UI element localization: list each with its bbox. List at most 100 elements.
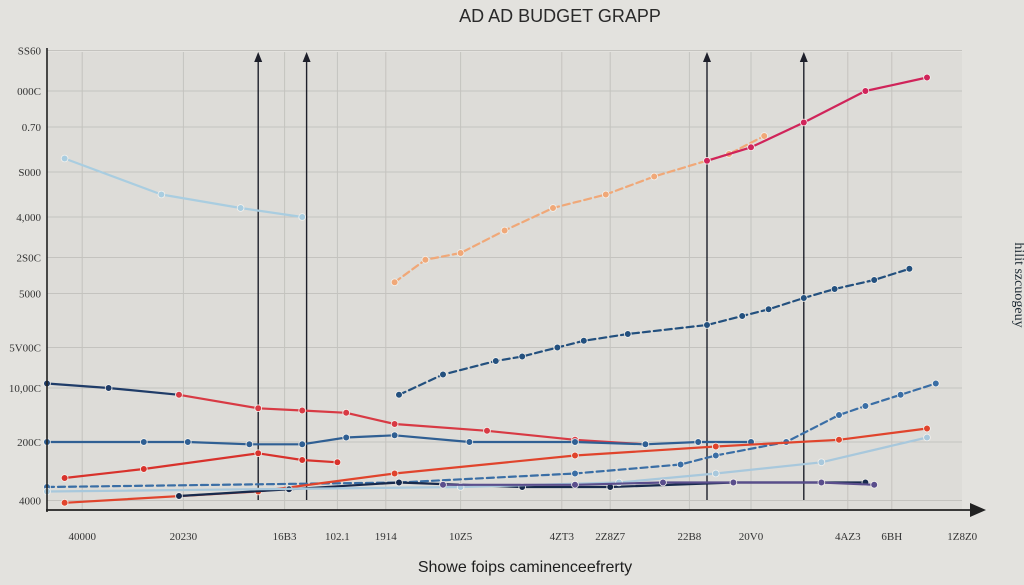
x-tick-label-4: 1914 — [375, 531, 398, 543]
point-purple-bottom-1 — [571, 480, 579, 489]
x-tick-label-5: 10Z5 — [449, 531, 473, 543]
point-light-blue-upper-2 — [236, 204, 245, 212]
point-orange-upper-0 — [390, 278, 399, 287]
series-line-light-blue-upper — [63, 157, 304, 219]
point-blue-rising-lower-4 — [711, 451, 720, 460]
point-navy-upper-2 — [491, 357, 500, 365]
point-light-blue-upper-0 — [60, 154, 69, 163]
y-tick-label-0: 4000 — [19, 496, 42, 508]
y-tick-label-2: 10,00C — [9, 383, 41, 395]
point-red-middle-3 — [342, 408, 351, 417]
y-tick-label-6: 4,000 — [16, 212, 41, 224]
point-red-lower-2 — [254, 449, 263, 458]
series-blue-flat — [43, 431, 755, 449]
point-navy-upper-8 — [738, 312, 746, 320]
series-line-purple-bottom — [441, 481, 876, 486]
reference-arrow-icon-2 — [703, 52, 711, 62]
point-red-middle-2 — [298, 406, 307, 415]
point-navy-upper-12 — [870, 276, 878, 284]
point-red-rising-3 — [571, 451, 579, 460]
chart-title: AD AD BUDGET GRAPP — [459, 6, 661, 26]
reference-arrow-icon-0 — [254, 52, 263, 62]
point-blue-flat-6 — [390, 431, 399, 440]
point-blue-flat-2 — [184, 438, 192, 446]
y-tick-label-9: 000C — [17, 86, 41, 98]
point-navy-upper-7 — [703, 321, 711, 329]
x-tick-label-0: 40000 — [68, 531, 96, 543]
series-red-middle — [175, 390, 650, 449]
point-navy-upper-13 — [905, 264, 914, 273]
point-blue-flat-7 — [465, 438, 474, 446]
point-navy-bottom-0 — [175, 492, 183, 500]
series-line-light-blue-lower — [45, 436, 929, 493]
point-blue-flat-5 — [342, 433, 351, 442]
point-purple-bottom-3 — [729, 478, 738, 487]
point-orange-upper-5 — [601, 190, 610, 199]
y-tick-label-1: 200C — [17, 437, 41, 449]
point-orange-upper-3 — [500, 226, 509, 235]
point-crimson-upper-3 — [861, 87, 870, 95]
series-line-navy-upper — [397, 267, 911, 396]
x-tick-label-3: 102.1 — [325, 531, 350, 543]
point-navy-upper-11 — [830, 285, 839, 293]
x-tick-label-10: 4AZ3 — [835, 531, 861, 543]
series-layer — [43, 73, 940, 507]
y-tick-label-5: 2S0C — [17, 253, 41, 265]
point-navy-upper-0 — [395, 390, 403, 399]
point-blue-rising-lower-6 — [835, 411, 843, 419]
y-tick-labels: 4000 200C 10,00C 5V00C 5000 2S0C 4,000 S000 0.70… — [9, 46, 42, 508]
point-navy-declining-1 — [104, 384, 113, 392]
x-tick-label-8: 22B8 — [677, 531, 701, 543]
y-tick-label-8: 0.70 — [22, 122, 42, 134]
point-red-rising-4 — [711, 442, 720, 451]
x-axis-label: Showe foips caminenceefrerty — [418, 559, 632, 576]
point-red-rising-5 — [835, 435, 843, 444]
series-light-blue-upper — [60, 154, 307, 221]
x-tick-labels: 40000 20230 16B3 102.1 1914 10Z5 4ZT3 2Z8Z7 22B8… — [68, 531, 977, 543]
point-red-middle-5 — [483, 426, 491, 435]
x-tick-label-11: 6BH — [881, 531, 902, 543]
point-blue-rising-lower-8 — [896, 390, 905, 399]
series-red-lower — [60, 449, 342, 482]
x-tick-label-12: 1Z8Z0 — [947, 531, 977, 543]
point-navy-upper-9 — [764, 305, 773, 314]
point-light-blue-lower-4 — [817, 458, 826, 467]
x-tick-label-2: 16B3 — [273, 531, 297, 543]
point-light-blue-lower-5 — [923, 433, 931, 442]
point-blue-rising-lower-7 — [861, 402, 870, 410]
point-orange-upper-1 — [421, 255, 430, 264]
point-red-middle-0 — [175, 390, 183, 399]
point-red-middle-4 — [390, 420, 399, 428]
point-orange-upper-4 — [549, 204, 557, 212]
point-orange-upper-8 — [760, 132, 768, 140]
series-line-red-middle — [177, 393, 647, 446]
point-red-rising-6 — [923, 424, 931, 433]
point-navy-upper-5 — [579, 336, 588, 345]
x-tick-label-6: 4ZT3 — [550, 531, 575, 543]
series-line-blue-rising-lower — [45, 382, 937, 489]
y-tick-label-4: 5000 — [19, 289, 42, 301]
point-red-lower-1 — [140, 465, 148, 473]
series-crimson-upper — [703, 73, 931, 165]
series-blue-rising-lower — [43, 379, 940, 491]
point-purple-bottom-0 — [439, 480, 447, 489]
y-axis-label: hilit szcuogeuy — [1011, 242, 1024, 327]
reference-arrow-icon-1 — [302, 52, 311, 62]
point-light-blue-upper-1 — [157, 190, 166, 199]
point-light-blue-lower-3 — [711, 469, 720, 478]
point-navy-upper-10 — [799, 294, 808, 302]
series-navy-upper — [395, 264, 914, 399]
point-red-lower-0 — [60, 474, 69, 482]
point-blue-flat-8 — [571, 438, 579, 446]
point-crimson-upper-2 — [799, 118, 808, 127]
x-axis-arrow-icon — [970, 503, 986, 517]
reference-arrow-icon-3 — [799, 52, 808, 62]
point-red-lower-4 — [333, 458, 342, 467]
vertical-reference-lines — [254, 52, 808, 500]
point-navy-upper-4 — [553, 343, 562, 352]
point-navy-upper-6 — [623, 330, 632, 338]
axes — [46, 48, 986, 517]
point-blue-flat-3 — [245, 440, 254, 449]
point-blue-rising-lower-9 — [931, 379, 940, 388]
